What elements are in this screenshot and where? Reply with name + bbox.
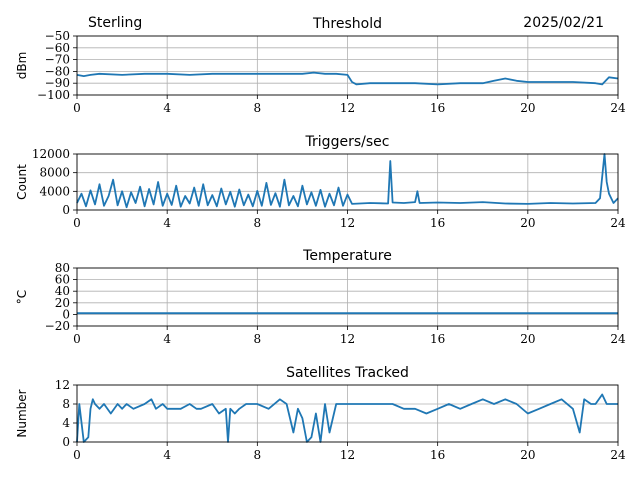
y-tick-label: −60 xyxy=(45,41,70,55)
chart-panel-2: 0 4 8 12 16 20 24 0 4000 8000 12000 Triggers/sec Cou… xyxy=(15,134,626,230)
x-tick-label: 0 xyxy=(73,332,81,346)
x-tick-label: 8 xyxy=(254,101,262,115)
date-label: 2025/02/21 xyxy=(523,15,604,31)
chart-title: Triggers/sec xyxy=(305,134,390,150)
chart-panel-4: 0 4 8 12 16 20 24 0 4 8 12 Satellites Tracked Number xyxy=(15,365,626,462)
y-tick-label: −100 xyxy=(37,88,70,102)
y-tick-label: −50 xyxy=(45,29,70,43)
x-tick-label: 24 xyxy=(610,332,626,346)
y-tick-label: 0 xyxy=(62,203,70,217)
chart-panel-1: 0 4 8 12 16 20 24 −100−90−80−70−60−50 Threshold d… xyxy=(15,16,626,115)
y-tick-label: −90 xyxy=(45,76,70,90)
x-tick-label: 20 xyxy=(520,216,535,230)
x-tick-label: 12 xyxy=(340,101,355,115)
y-tick-label: 8 xyxy=(62,397,70,411)
y-tick-label: −80 xyxy=(45,64,70,78)
x-tick-label: 4 xyxy=(163,332,171,346)
x-tick-label: 16 xyxy=(430,332,445,346)
chart-title: Temperature xyxy=(302,248,392,264)
y-tick-label: 12000 xyxy=(32,147,70,161)
y-tick-label: 40 xyxy=(55,284,70,298)
series-line xyxy=(76,71,619,86)
x-tick-label: 0 xyxy=(73,216,81,230)
x-tick-label: 0 xyxy=(73,448,81,462)
x-tick-label: 20 xyxy=(520,332,535,346)
x-tick-label: 4 xyxy=(163,448,171,462)
y-axis-label: dBm xyxy=(15,52,29,80)
x-tick-label: 20 xyxy=(520,101,535,115)
y-tick-label: 60 xyxy=(55,273,70,287)
series-line xyxy=(76,153,619,209)
x-tick-label: 8 xyxy=(254,332,262,346)
y-tick-label: 8000 xyxy=(39,166,70,180)
y-tick-label: 0 xyxy=(62,435,70,449)
x-tick-label: 12 xyxy=(340,216,355,230)
y-tick-label: 12 xyxy=(55,378,70,392)
y-axis-label: Count xyxy=(15,164,29,200)
x-tick-label: 8 xyxy=(254,216,262,230)
x-tick-label: 20 xyxy=(520,448,535,462)
y-tick-label: 20 xyxy=(55,296,70,310)
x-tick-label: 8 xyxy=(254,448,262,462)
x-tick-label: 24 xyxy=(610,448,626,462)
x-tick-label: 12 xyxy=(340,332,355,346)
y-tick-label: 4 xyxy=(62,416,70,430)
chart-title: Threshold xyxy=(312,16,382,32)
y-axis-label: Number xyxy=(15,389,29,437)
x-tick-label: 12 xyxy=(340,448,355,462)
y-tick-label: −20 xyxy=(45,319,70,333)
y-tick-label: 0 xyxy=(62,307,70,321)
x-tick-label: 16 xyxy=(430,216,445,230)
x-tick-label: 0 xyxy=(73,101,81,115)
y-tick-label: −70 xyxy=(45,53,70,67)
station-name: Sterling xyxy=(88,15,142,31)
y-tick-label: 4000 xyxy=(39,184,70,198)
x-tick-label: 4 xyxy=(163,216,171,230)
y-axis-label: °C xyxy=(15,290,29,304)
x-tick-label: 4 xyxy=(163,101,171,115)
chart-title: Satellites Tracked xyxy=(286,365,409,381)
x-tick-label: 16 xyxy=(430,448,445,462)
x-tick-label: 24 xyxy=(610,101,626,115)
x-tick-label: 24 xyxy=(610,216,626,230)
x-tick-label: 16 xyxy=(430,101,445,115)
y-tick-label: 80 xyxy=(55,261,70,275)
series-line xyxy=(76,393,618,443)
